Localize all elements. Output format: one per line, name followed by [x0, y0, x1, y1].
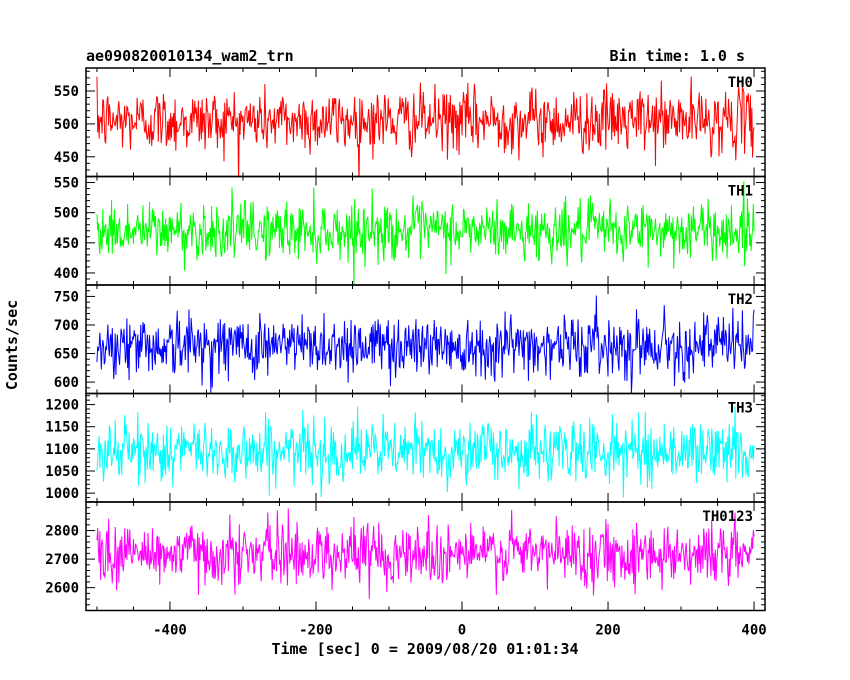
x-tick-label: -400: [153, 623, 187, 639]
x-tick-label: -200: [299, 623, 333, 639]
panel-stack: 450 500 550 TH0 400 450 500 550 TH1 600 650 700 750 T…: [45, 67, 766, 612]
y-tick-label: 550: [54, 84, 79, 100]
x-tick-label: 200: [595, 623, 620, 639]
y-tick-label: 500: [54, 117, 79, 133]
y-tick-label: 2800: [45, 524, 79, 540]
y-tick-label: 450: [54, 236, 79, 252]
panel-label: TH0: [728, 75, 753, 91]
y-tick-label: 600: [54, 375, 79, 391]
bin-time-label: Bin time: 1.0 s: [610, 47, 745, 65]
series-line-th0123: [96, 508, 755, 599]
y-tick-label: 550: [54, 176, 79, 192]
series-line-th3: [96, 406, 755, 498]
series-line-th2: [96, 295, 755, 394]
panel-th0123: 2600 2700 2800 TH0123: [45, 501, 766, 612]
y-tick-label: 2700: [45, 552, 79, 568]
x-tick-label: 0: [458, 623, 466, 639]
chart-title: ae090820010134_wam2_trn: [86, 47, 294, 65]
panel-th3: 1000 1050 1100 1150 1200 TH3: [45, 392, 766, 503]
y-tick-label: 650: [54, 347, 79, 363]
y-tick-label: 1200: [45, 398, 79, 414]
y-tick-label: 1100: [45, 442, 79, 458]
y-tick-label: 700: [54, 318, 79, 334]
y-tick-label: 450: [54, 150, 79, 166]
panel-label: TH2: [728, 292, 753, 308]
y-tick-label: 1000: [45, 486, 79, 502]
y-tick-label: 400: [54, 266, 79, 282]
panel-th0: 450 500 550 TH0: [54, 67, 766, 178]
panel-label: TH1: [728, 184, 753, 200]
x-axis-label: Time [sec] 0 = 2009/08/20 01:01:34: [271, 640, 578, 658]
y-tick-label: 1050: [45, 464, 79, 480]
y-tick-label: 500: [54, 206, 79, 222]
series-line-th1: [96, 181, 755, 285]
panel-label: TH0123: [702, 509, 753, 525]
y-axis-label: Counts/sec: [3, 300, 21, 390]
y-tick-label: 1150: [45, 420, 79, 436]
y-tick-label: 2600: [45, 581, 79, 597]
panel-label: TH3: [728, 401, 753, 417]
panel-th1: 400 450 500 550 TH1: [54, 176, 766, 286]
x-tick-label: 400: [741, 623, 766, 639]
series-line-th0: [96, 76, 755, 177]
x-axis: -400 -200 0 200 400: [153, 623, 767, 639]
panel-th2: 600 650 700 750 TH2: [54, 284, 766, 395]
y-tick-label: 750: [54, 289, 79, 305]
